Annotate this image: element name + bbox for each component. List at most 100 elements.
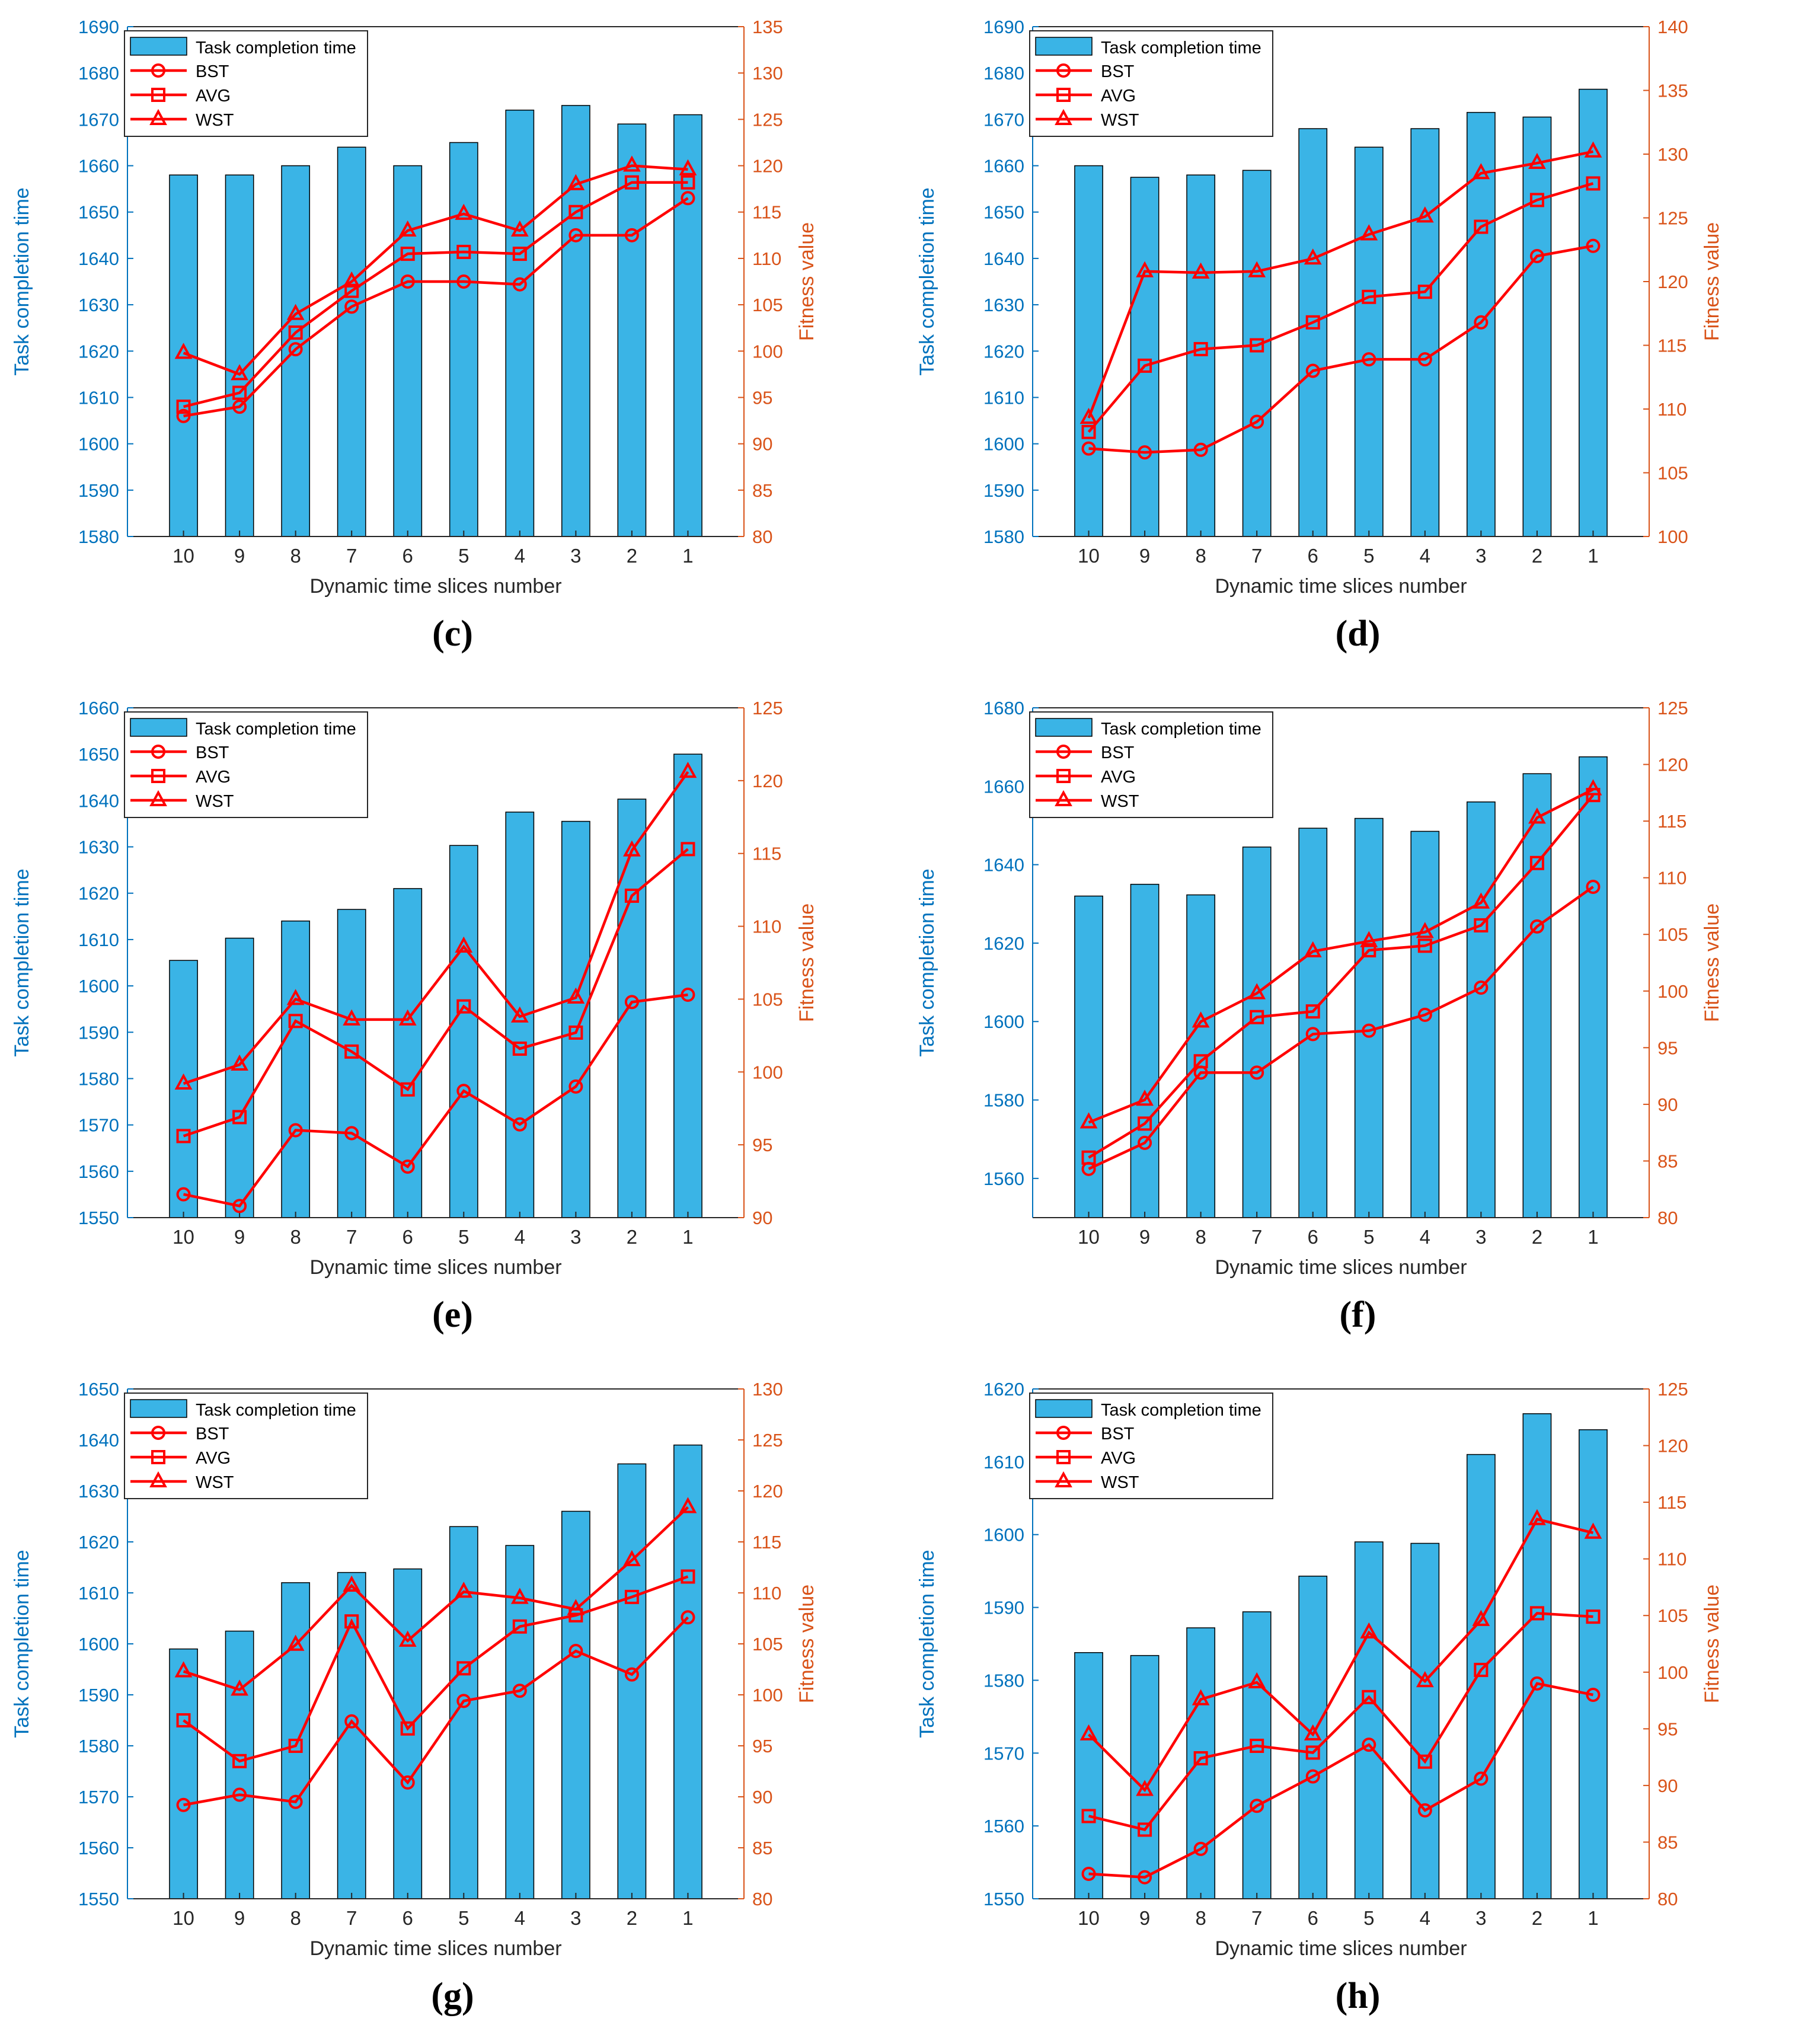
legend: Task completion time BST AVG WST — [1029, 711, 1273, 818]
y-left-tick-label: 1680 — [983, 63, 1024, 84]
point-avg-7 — [344, 283, 359, 298]
point-bst-6 — [400, 1160, 415, 1174]
legend-label: Task completion time — [1101, 39, 1261, 58]
point-bst-1 — [681, 191, 695, 206]
chart-g: 10 9 8 7 6 5 4 3 2 1 1550 1560 1570 1580 1590 1600 1610 1… — [11, 1379, 818, 1960]
point-avg-8 — [288, 325, 303, 340]
y-left-tick-label: 1560 — [78, 1161, 119, 1182]
x-tick-label: 1 — [1588, 1226, 1598, 1248]
x-tick-label: 1 — [682, 1226, 693, 1248]
y-right-tick-label: 85 — [752, 1838, 772, 1858]
bar-3 — [561, 1510, 590, 1899]
y-right-tick-label: 85 — [752, 480, 772, 501]
point-avg-2 — [624, 175, 639, 190]
point-bst-3 — [1474, 981, 1489, 995]
bar-1 — [673, 114, 702, 537]
legend-marker-avg — [151, 1450, 165, 1464]
point-wst-9 — [1136, 1780, 1154, 1796]
y-left-tick-label: 1630 — [983, 295, 1024, 315]
y-right-tick-label: 125 — [752, 109, 783, 130]
point-avg-9 — [232, 1754, 247, 1768]
y-left-tick-label: 1580 — [78, 1068, 119, 1089]
point-bst-8 — [1193, 442, 1208, 457]
x-axis-label: Dynamic time slices number — [309, 1937, 561, 1960]
point-avg-8 — [1193, 341, 1208, 356]
point-avg-6 — [1305, 315, 1320, 330]
y-right-axis-label: Fitness value — [1701, 903, 1723, 1022]
series-line-avg — [1088, 1612, 1593, 1831]
point-wst-8 — [1192, 262, 1210, 279]
x-tick-label: 10 — [173, 545, 194, 567]
y-left-tick-label: 1580 — [78, 1736, 119, 1756]
x-tick-label: 7 — [1251, 1907, 1262, 1929]
point-bst-5 — [456, 274, 471, 289]
x-tick-label: 5 — [458, 545, 469, 567]
point-bst-9 — [1138, 1870, 1152, 1885]
y-right-tick-label: 125 — [1657, 208, 1688, 229]
point-wst-2 — [623, 155, 641, 172]
bar-7 — [1242, 170, 1272, 537]
point-avg-7 — [344, 1044, 359, 1059]
point-wst-8 — [286, 989, 305, 1005]
bar-2 — [617, 799, 647, 1218]
point-wst-9 — [1136, 261, 1154, 277]
point-avg-10 — [176, 400, 191, 414]
y-right-tick-label: 105 — [752, 1634, 783, 1655]
legend-label: WST — [1101, 1473, 1139, 1492]
x-tick-label: 4 — [1420, 1907, 1430, 1929]
point-avg-3 — [568, 205, 583, 219]
x-tick-label: 5 — [1363, 1226, 1374, 1248]
series-line-wst — [183, 164, 688, 376]
y-left-tick-label: 1660 — [983, 776, 1024, 797]
y-right-axis-label: Fitness value — [796, 1585, 818, 1703]
x-axis-label: Dynamic time slices number — [1215, 575, 1467, 598]
y-right-tick-label: 100 — [752, 341, 783, 362]
chart-h: 10 9 8 7 6 5 4 3 2 1 1550 1560 1570 1580 1590 1600 1610 1… — [916, 1379, 1723, 1960]
y-left-axis-label: Task completion time — [11, 868, 33, 1056]
legend-marker-bst — [1056, 745, 1071, 759]
point-avg-10 — [1081, 1809, 1096, 1823]
x-tick-label: 7 — [1251, 545, 1262, 567]
series-line-avg — [1087, 182, 1594, 433]
legend-label: AVG — [196, 87, 231, 106]
bar-6 — [1298, 1575, 1328, 1899]
point-wst-4 — [1416, 206, 1434, 223]
point-avg-5 — [456, 1661, 471, 1676]
point-bst-6 — [1305, 1769, 1320, 1784]
legend-marker-bst — [151, 1426, 165, 1440]
panel-label-f: (f) — [1339, 1295, 1376, 1335]
point-bst-2 — [624, 995, 639, 1010]
series-line-avg — [1088, 794, 1595, 1159]
x-axis-label: Dynamic time slices number — [309, 575, 561, 598]
y-left-tick-label: 1660 — [78, 698, 119, 718]
bar-5 — [1354, 146, 1384, 537]
legend-marker-wst — [1055, 790, 1072, 806]
point-wst-9 — [231, 1054, 248, 1071]
y-left-tick-label: 1590 — [78, 480, 119, 501]
legend-label: BST — [1101, 62, 1135, 81]
bar-9 — [1130, 1655, 1160, 1899]
y-right-tick-label: 120 — [752, 771, 783, 791]
panel-label-e: (e) — [432, 1295, 473, 1335]
legend-label: Task completion time — [196, 39, 356, 58]
point-wst-10 — [174, 1661, 193, 1678]
y-right-axis-label: Fitness value — [1701, 1585, 1723, 1703]
x-tick-label: 6 — [1308, 545, 1318, 567]
point-avg-4 — [1417, 938, 1432, 953]
legend-marker-wst — [149, 1471, 167, 1487]
point-wst-10 — [1079, 1724, 1098, 1740]
point-bst-2 — [1529, 919, 1544, 934]
y-right-tick-label: 125 — [1657, 698, 1688, 718]
point-bst-10 — [1081, 1866, 1096, 1881]
point-bst-7 — [344, 299, 359, 314]
legend-label: Task completion time — [196, 1401, 356, 1420]
bar-2 — [1522, 773, 1552, 1218]
x-tick-label: 5 — [458, 1907, 469, 1929]
bar-3 — [1466, 801, 1496, 1218]
y-right-tick-label: 135 — [752, 17, 783, 37]
y-right-tick-label: 120 — [1657, 272, 1688, 292]
x-tick-label: 9 — [1139, 1226, 1150, 1248]
bar-4 — [1410, 128, 1440, 537]
point-avg-5 — [1362, 289, 1376, 304]
point-avg-8 — [1193, 1751, 1208, 1766]
